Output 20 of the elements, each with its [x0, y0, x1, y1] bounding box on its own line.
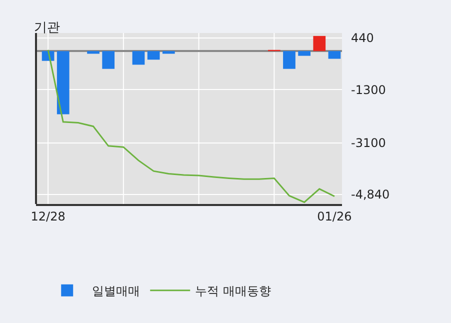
- bar: [283, 51, 296, 69]
- x-tick-label: 01/26: [317, 209, 352, 224]
- line-series: [47, 49, 336, 203]
- chart-title: 기관: [34, 20, 60, 36]
- y-tick-label: -1300: [351, 82, 386, 97]
- y-tick-label: 440: [351, 31, 374, 46]
- bar: [313, 36, 326, 52]
- bar: [298, 51, 310, 56]
- bar: [328, 51, 341, 59]
- bar: [87, 51, 100, 54]
- bar: [102, 51, 115, 69]
- bar: [56, 51, 70, 114]
- legend-label: 누적 매매동향: [195, 284, 271, 298]
- bar: [147, 51, 160, 60]
- bar: [162, 51, 175, 54]
- legend-label: 일별매매: [92, 284, 140, 298]
- bar: [132, 51, 145, 65]
- y-tick-label: -3100: [351, 136, 386, 150]
- x-tick-label: 12/28: [30, 209, 66, 224]
- y-tick-label: -4,840: [351, 188, 390, 202]
